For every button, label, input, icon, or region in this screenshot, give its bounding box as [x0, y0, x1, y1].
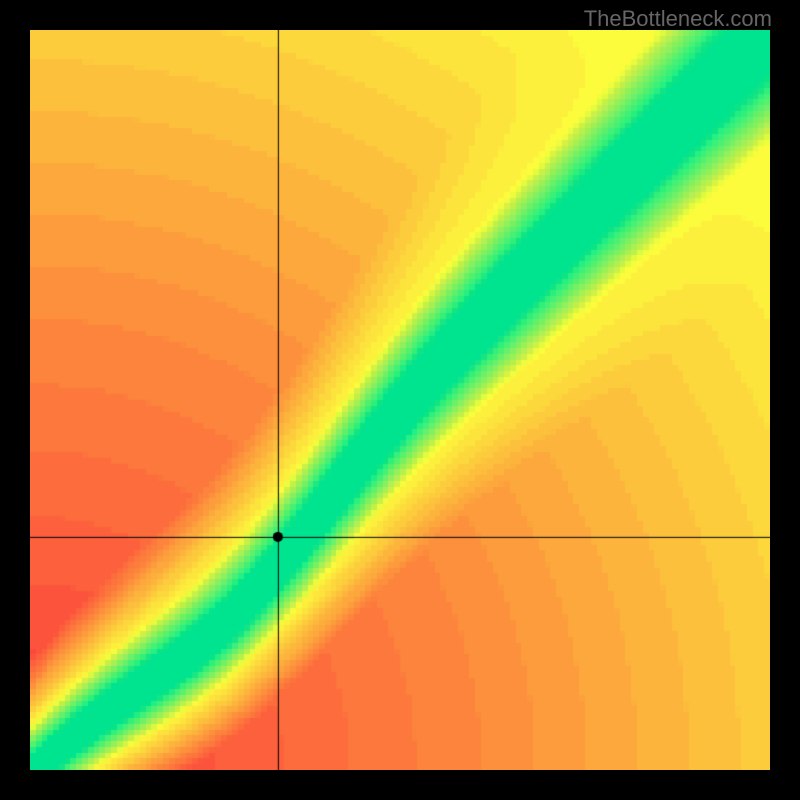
watermark-label: TheBottleneck.com [584, 6, 772, 32]
bottleneck-heatmap [30, 30, 770, 770]
heatmap-canvas [30, 30, 770, 770]
